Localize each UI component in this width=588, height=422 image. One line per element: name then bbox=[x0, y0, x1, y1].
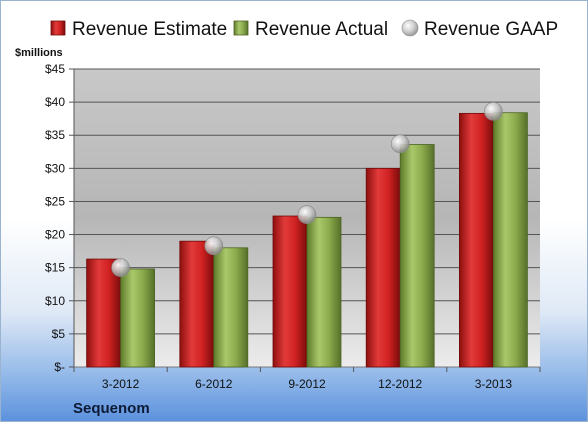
legend-swatch-estimate bbox=[50, 20, 66, 36]
legend-swatch-gaap bbox=[401, 19, 419, 37]
y-tick-label: $35 bbox=[45, 128, 65, 142]
y-tick-label: $40 bbox=[45, 95, 65, 109]
bar-revenue-estimate bbox=[86, 258, 121, 368]
bar-revenue-actual bbox=[399, 144, 435, 368]
legend-label: Revenue Actual bbox=[255, 19, 388, 40]
x-tick-label: 12-2012 bbox=[378, 377, 422, 391]
point-revenue-gaap bbox=[204, 236, 224, 256]
y-tick-label: $45 bbox=[45, 62, 65, 76]
legend-swatch-actual bbox=[233, 20, 249, 36]
bar-revenue-estimate bbox=[272, 215, 308, 368]
y-tick-label: $10 bbox=[45, 294, 65, 308]
y-tick-label: $- bbox=[54, 360, 65, 374]
bar-revenue-actual bbox=[120, 268, 155, 368]
gaap-points bbox=[111, 102, 503, 277]
bar-revenue-estimate bbox=[179, 240, 215, 368]
y-tick-label: $25 bbox=[45, 194, 65, 208]
legend-label: Revenue Estimate bbox=[72, 19, 227, 40]
y-tick-label: $15 bbox=[45, 261, 65, 275]
point-revenue-gaap bbox=[390, 134, 410, 154]
bar-revenue-estimate bbox=[365, 167, 401, 368]
x-tick-label: 9-2012 bbox=[288, 377, 326, 391]
x-tick-label: 6-2012 bbox=[195, 377, 233, 391]
point-revenue-gaap bbox=[111, 258, 130, 277]
y-unit-label: $millions bbox=[15, 47, 63, 59]
point-revenue-gaap bbox=[484, 102, 503, 121]
x-tick-label: 3-2013 bbox=[475, 377, 513, 391]
bar-revenue-actual bbox=[306, 216, 342, 368]
bar-revenue-actual bbox=[213, 247, 249, 368]
x-axis-ticks: 3-2012 6-2012 9-2012 12-2012 3-2013 bbox=[73, 367, 541, 391]
y-tick-label: $5 bbox=[52, 327, 66, 341]
y-tick-label: $30 bbox=[45, 161, 65, 175]
y-axis-ticks: $- $5 $10 $15 $20 $25 $30 $35 $40 $45 bbox=[45, 62, 75, 374]
bars bbox=[86, 112, 528, 368]
x-tick-label: 3-2012 bbox=[102, 377, 140, 391]
legend: Revenue Estimate Revenue Actual Revenue GA… bbox=[50, 19, 558, 40]
company-name: Sequenom bbox=[73, 400, 150, 417]
bar-revenue-actual bbox=[492, 112, 528, 368]
legend-label: Revenue GAAP bbox=[424, 19, 558, 40]
bar-revenue-estimate bbox=[458, 112, 494, 368]
y-tick-label: $20 bbox=[45, 228, 65, 242]
point-revenue-gaap bbox=[297, 205, 317, 224]
